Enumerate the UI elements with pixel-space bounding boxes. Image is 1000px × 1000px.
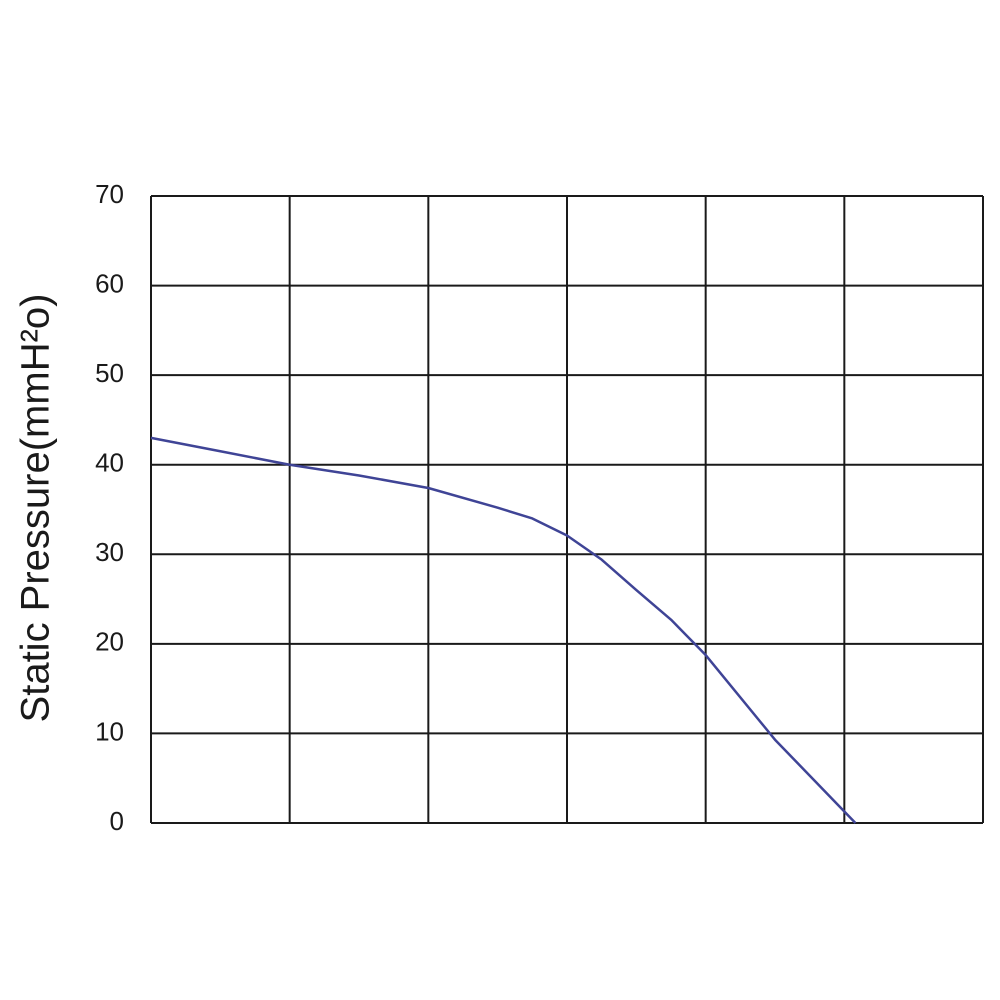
y-tick-label: 60 <box>95 268 124 298</box>
y-tick-label: 50 <box>95 358 124 388</box>
y-tick-label: 40 <box>95 448 124 478</box>
y-tick-label: 20 <box>95 627 124 657</box>
y-tick-label: 10 <box>95 716 124 746</box>
y-tick-label: 30 <box>95 537 124 567</box>
y-tick-label: 0 <box>110 806 124 836</box>
y-tick-label: 70 <box>95 179 124 209</box>
y-axis-label: Static Pressure(mmH²o) <box>14 294 58 723</box>
data-line <box>150 436 857 824</box>
